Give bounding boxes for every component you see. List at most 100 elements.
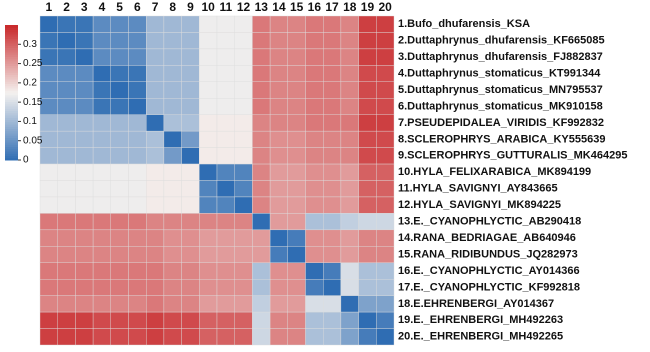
cell [181, 229, 200, 247]
cell [340, 114, 359, 132]
cell [358, 246, 377, 263]
cell [216, 130, 235, 148]
row-label: 10.HYLA_FELIXARABICA_MK894199 [398, 166, 591, 178]
cell [92, 130, 111, 148]
cell [287, 130, 306, 148]
cell [57, 295, 76, 313]
cell [145, 229, 165, 247]
cell [110, 180, 129, 198]
cell [128, 15, 147, 33]
colorbar-tick-label: 0.05 [23, 135, 43, 146]
cell [128, 246, 147, 263]
cell [57, 262, 76, 280]
cell [39, 81, 58, 99]
cell [252, 147, 271, 165]
cell [376, 114, 395, 132]
colorbar-tick-label: 0.15 [23, 97, 43, 108]
cell [181, 279, 200, 296]
column-label: 5 [116, 0, 123, 14]
cell [305, 311, 324, 329]
colorbar-segment [5, 49, 18, 53]
cell [287, 295, 306, 313]
cell [145, 279, 165, 296]
cell [199, 328, 218, 346]
row-label: 16.E._CYANOPHLYCTIC_AY014366 [398, 265, 580, 277]
cell [199, 147, 218, 165]
cell [323, 311, 342, 329]
colorbar-segment [5, 101, 18, 105]
cell [75, 114, 94, 132]
cell [216, 114, 235, 132]
cell [128, 262, 147, 280]
colorbar-segment [5, 94, 18, 98]
cell [181, 163, 200, 181]
colorbar-segment [5, 47, 18, 51]
cell [340, 246, 359, 263]
cell [39, 180, 58, 198]
cell [216, 246, 235, 263]
cell [163, 147, 182, 165]
cell [163, 246, 182, 263]
cell [92, 147, 111, 165]
cell [57, 311, 76, 329]
cell [376, 279, 395, 296]
cell [305, 130, 324, 148]
colorbar-segment [5, 45, 18, 48]
colorbar-segment [5, 92, 18, 96]
cell [216, 180, 235, 198]
cell [128, 229, 147, 247]
cell [145, 295, 165, 313]
cell [269, 65, 289, 82]
cell [305, 295, 324, 313]
cell [287, 98, 306, 115]
colorbar-segment [5, 117, 18, 120]
cell [252, 48, 271, 66]
cell [92, 279, 111, 296]
colorbar-segment [5, 115, 18, 118]
cell [305, 147, 324, 165]
cell [269, 311, 289, 329]
row-label: 14.RANA_BEDRIAGAE_AB640946 [398, 232, 576, 244]
cell [358, 15, 377, 33]
cell [92, 114, 111, 132]
cell [287, 32, 306, 50]
cell [269, 114, 289, 132]
cell [323, 81, 342, 99]
cell [110, 163, 129, 181]
cell [234, 229, 253, 247]
cell [181, 114, 200, 132]
cell [39, 295, 58, 313]
cell [376, 130, 395, 148]
cell [376, 311, 395, 329]
cell [128, 32, 147, 50]
cell [340, 262, 359, 280]
colorbar-segment [5, 142, 18, 145]
cell [358, 180, 377, 198]
cell [358, 65, 377, 82]
cell [163, 279, 182, 296]
cell [57, 279, 76, 296]
cell [75, 15, 94, 33]
column-label: 4 [99, 0, 106, 14]
colorbar-segment [5, 157, 18, 161]
cell [287, 262, 306, 280]
cell [145, 81, 165, 99]
cell [75, 196, 94, 214]
cell [269, 147, 289, 165]
cell [340, 65, 359, 82]
colorbar-tick-label: 0 [23, 155, 29, 166]
cell [57, 180, 76, 198]
cell [323, 114, 342, 132]
cell [128, 48, 147, 66]
cell [323, 295, 342, 313]
cell [145, 65, 165, 82]
cell [252, 114, 271, 132]
cell [252, 213, 271, 231]
row-label: 2.Duttaphrynus_dhufarensis_KF665085 [398, 35, 605, 47]
cell [376, 48, 395, 66]
cell [75, 81, 94, 99]
cell [216, 98, 235, 115]
column-label: 15 [290, 0, 304, 14]
cell [234, 328, 253, 346]
cell [305, 163, 324, 181]
